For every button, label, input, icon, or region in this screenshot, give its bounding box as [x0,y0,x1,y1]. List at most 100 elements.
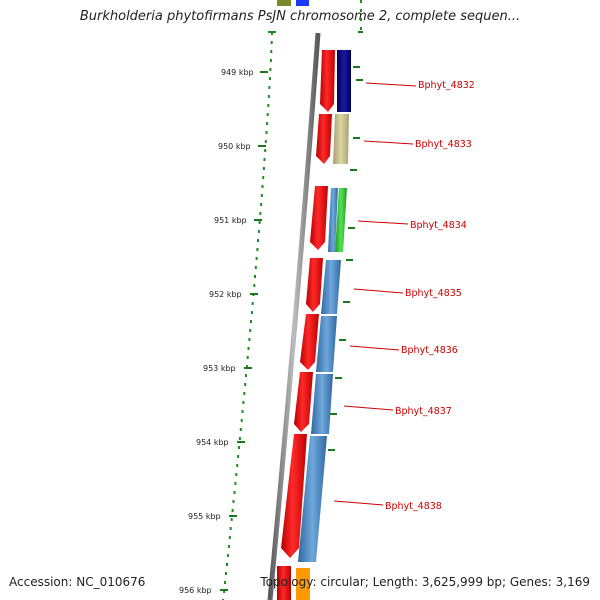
gene-labels: Bphyt_4832 Bphyt_4833 Bphyt_4834 Bphyt_4… [328,79,475,512]
gc-dot [238,437,241,440]
cds-arrow[interactable] [310,186,328,250]
gc-dot [266,122,269,125]
partial-feature-top-1 [277,0,291,6]
gene-feature-bar-secondary[interactable] [335,188,347,252]
gc-dot [256,248,259,251]
partial-feature-top-2 [296,0,309,6]
gc-dot [237,455,240,458]
gc-dot [231,509,234,512]
label-leader-line [363,140,414,145]
gc-dot [249,329,252,332]
gc-dot [246,356,249,359]
tick-label: 950 kbp [218,142,251,151]
label-leader-line [343,405,394,411]
partial-feature-bottom-1 [277,566,291,600]
gene-feature-bar[interactable] [328,188,338,252]
gc-dot [236,464,239,467]
tick-label: 949 kbp [221,68,254,77]
cds-arrow[interactable] [320,50,335,112]
gc-dot [232,500,235,503]
gc-dot [244,383,247,386]
gene-label-Bphyt_4838[interactable]: Bphyt_4838 [385,501,442,512]
gc-dot [360,18,362,21]
gc-dot [266,113,269,116]
gene-Bphyt_4833[interactable] [316,114,349,164]
gc-dot [226,554,229,557]
gc-dot [262,176,265,179]
gc-dot [360,0,362,3]
gc-dot [230,518,233,521]
backbone-line [267,32,321,600]
gc-dot [233,491,236,494]
cds-arrow[interactable] [294,372,313,432]
label-leader-line [349,345,400,351]
gene-label-Bphyt_4833[interactable]: Bphyt_4833 [415,139,472,150]
gc-dot [227,545,230,548]
gc-dot [250,320,252,323]
gene-Bphyt_4837[interactable] [294,372,333,434]
gene-Bphyt_4834[interactable] [310,186,347,252]
gene-label-Bphyt_4834[interactable]: Bphyt_4834 [410,220,467,231]
gc-dot [255,257,258,260]
gc-dot [268,86,271,89]
scale-ticks: 949 kbp 950 kbp 951 kbp 952 kbp 953 kbp … [179,68,268,595]
gc-dot [260,194,263,197]
gc-dot [239,428,242,431]
gc-dot [224,581,226,584]
gc-dot [251,302,254,305]
gene-label-Bphyt_4832[interactable]: Bphyt_4832 [418,80,475,91]
gc-dot [226,563,228,566]
gc-dot [360,27,362,30]
gc-dot [267,104,270,107]
gene-label-Bphyt_4836[interactable]: Bphyt_4836 [401,345,458,356]
gc-dot [268,77,271,80]
gene-label-Bphyt_4837[interactable]: Bphyt_4837 [395,406,452,417]
gene-Bphyt_4835[interactable] [306,258,341,314]
gene-feature-bar[interactable] [298,436,327,562]
gc-dot [264,149,267,152]
cds-arrow[interactable] [316,114,332,164]
gc-dot [225,572,227,575]
label-leader-line [353,288,404,294]
gc-dot [253,284,256,287]
gc-dot [258,221,261,224]
gene-Bphyt_4836[interactable] [300,314,337,372]
cds-arrow[interactable] [281,434,307,558]
gc-dot [265,131,268,134]
tick-label: 953 kbp [203,364,236,373]
gene-label-Bphyt_4835[interactable]: Bphyt_4835 [405,288,462,299]
gc-dot [247,347,250,350]
tick-label: 955 kbp [188,512,221,521]
gene-Bphyt_4832[interactable] [320,50,351,112]
gc-dot [235,473,238,476]
gc-dot [234,482,237,485]
gene-Bphyt_4838[interactable] [281,434,327,562]
gc-dot [254,266,257,269]
tick-label: 956 kbp [179,586,212,595]
gc-dot [264,140,267,143]
cds-arrow[interactable] [300,314,319,370]
gc-dot [229,527,232,530]
gc-dot [269,59,272,62]
gc-dot [228,536,231,539]
tick-label: 954 kbp [196,438,229,447]
gc-dot [257,239,260,242]
cds-arrow[interactable] [306,258,323,312]
gene-feature-bar[interactable] [321,260,341,314]
gene-feature-bar[interactable] [333,114,349,164]
gene-feature-bar[interactable] [316,316,337,372]
gc-dot [259,212,262,215]
gene-feature-bar[interactable] [311,374,333,434]
gc-dot [223,590,226,593]
gc-dot [250,311,253,314]
gc-dot [241,410,244,413]
gc-dot [270,50,273,53]
gc-dot [245,374,247,377]
map-title: Burkholderia phytofirmans PsJN chromosom… [79,9,521,24]
gc-dot [267,95,270,98]
gene-feature-bar[interactable] [337,50,351,112]
label-leader-line [333,500,384,506]
gc-dot [269,68,272,71]
gc-dot [263,158,266,161]
